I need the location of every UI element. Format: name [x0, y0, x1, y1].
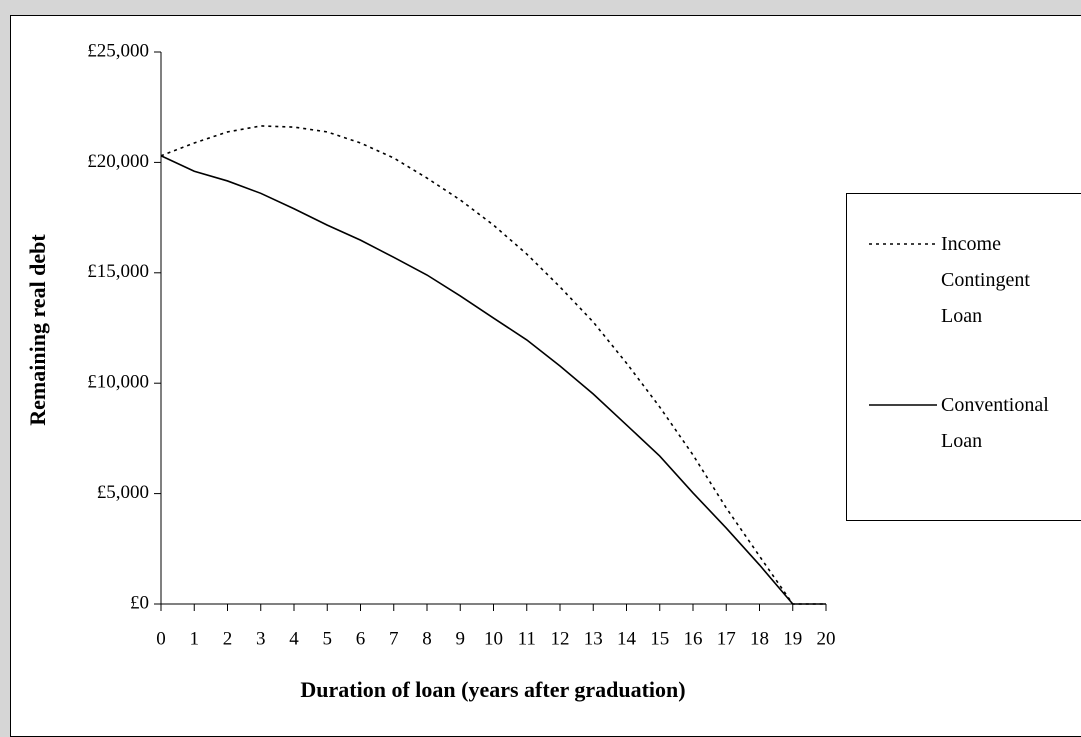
x-tick-label: 17: [717, 628, 736, 649]
x-tick-label: 20: [817, 628, 836, 649]
y-axis-label: Remaining real debt: [25, 234, 50, 426]
legend-swatch: [869, 243, 937, 245]
x-tick-label: 14: [617, 628, 637, 649]
line-series: [160, 155, 826, 605]
legend-label: Income Contingent Loan: [941, 233, 1030, 327]
x-tick-label: 9: [456, 628, 466, 649]
x-tick-label: 6: [356, 628, 366, 649]
x-tick-label: 11: [518, 628, 536, 649]
legend-swatch: [869, 404, 937, 406]
y-tick-label: £10,000: [87, 372, 149, 393]
x-axis-label: Duration of loan (years after graduation…: [300, 677, 685, 702]
x-tick-label: 19: [783, 628, 802, 649]
legend: Income Contingent Loan Conventional Loan: [846, 193, 1081, 521]
x-tick-label: 16: [684, 628, 703, 649]
x-tick-label: 8: [422, 628, 432, 649]
x-tick-label: 1: [190, 628, 200, 649]
y-tick-label: £0: [130, 592, 149, 613]
legend-label: Conventional Loan: [941, 394, 1049, 452]
x-tick-label: 10: [484, 628, 503, 649]
y-tick-label: £25,000: [87, 40, 149, 61]
line-series: [160, 125, 826, 605]
x-tick-label: 3: [256, 628, 266, 649]
x-tick-label: 4: [289, 628, 299, 649]
y-tick-label: £15,000: [87, 261, 149, 282]
x-tick-label: 2: [223, 628, 233, 649]
x-tick-label: 18: [750, 628, 769, 649]
x-tick-label: 15: [650, 628, 669, 649]
x-tick-label: 12: [551, 628, 570, 649]
x-tick-label: 13: [584, 628, 603, 649]
x-tick-label: 7: [389, 628, 399, 649]
y-tick-label: £20,000: [87, 151, 149, 172]
x-tick-label: 5: [323, 628, 333, 649]
y-tick-label: £5,000: [97, 482, 149, 503]
x-tick-label: 0: [156, 628, 166, 649]
